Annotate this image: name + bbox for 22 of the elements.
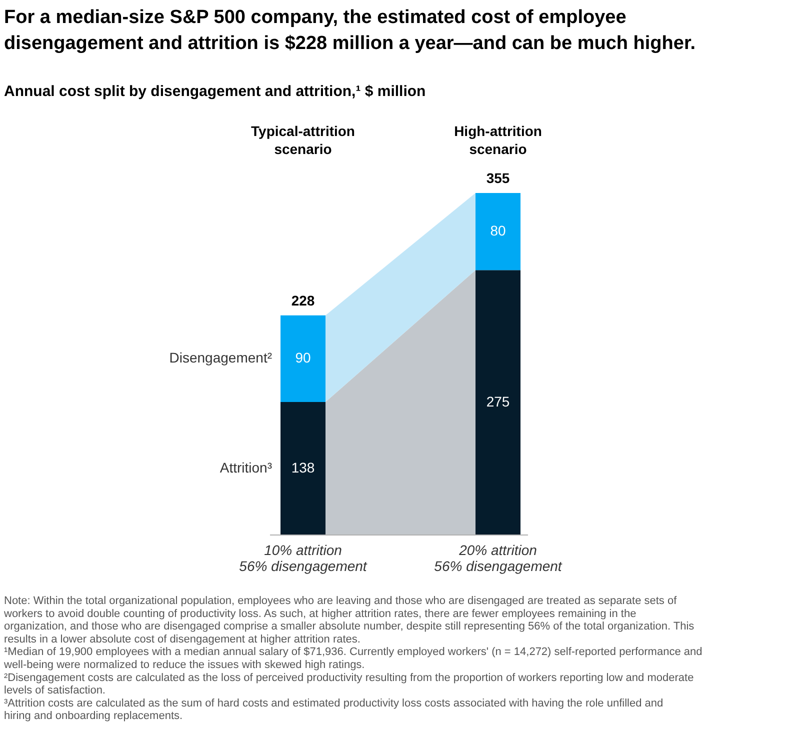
chart-subtitle: Annual cost split by disengagement and attrition,¹ $ million <box>4 83 426 100</box>
x-tick-label: 20% attrition 56% disengagement <box>434 542 563 574</box>
total-label: 228 <box>291 292 315 308</box>
data-label: 90 <box>295 350 311 366</box>
text: ¹Median of 19,900 employees with a median annual salary of $71,936. Currently employed workers' (n = 14,272) self-reported performance and well-being were normalized to reduce the issues with skewed high ratings. <box>3 646 702 671</box>
text: Typical-attrition scenario <box>251 123 355 157</box>
total-label: 355 <box>486 170 510 186</box>
data-label: 80 <box>490 222 506 239</box>
text: ²Disengagement costs are calculated as the loss of perceived productivity resulting from the proportion of workers reporting low and moderate levels of satisfaction. <box>4 672 694 697</box>
data-label: 275 <box>486 394 510 410</box>
series-label: Attrition³ <box>220 460 272 476</box>
text: Note: Within the total organizational population, employees who are leaving and those who are disengaged are treated as separate sets of workers to avoid double counting of productivity loss. As such, at higher attrition rates, there are fewer employees remaining in the organization, and those who are disengaged comprise a smaller absolute number, despite still representing 56% of the total organization. This results in a lower absolute cost of disengagement at higher attrition rates. <box>3 595 695 646</box>
text: High-attrition scenario <box>454 123 542 157</box>
data-label: 138 <box>291 460 315 476</box>
bar <box>280 315 326 402</box>
bar <box>476 193 520 270</box>
bar <box>476 270 520 535</box>
x-tick-label: 10% attrition 56% disengagement <box>239 542 368 574</box>
text: ³Attrition costs are calculated as the sum of hard costs and estimated productivity loss costs associated with having the role unfilled and hiring and onboarding replacements. <box>4 697 664 722</box>
chart-title: For a median-size S&P 500 company, the estimated cost of employee disengagement and attrition is $228 million a year—and can be much higher. <box>4 7 696 54</box>
series-label: Disengagement² <box>169 350 272 366</box>
bar <box>280 402 326 535</box>
